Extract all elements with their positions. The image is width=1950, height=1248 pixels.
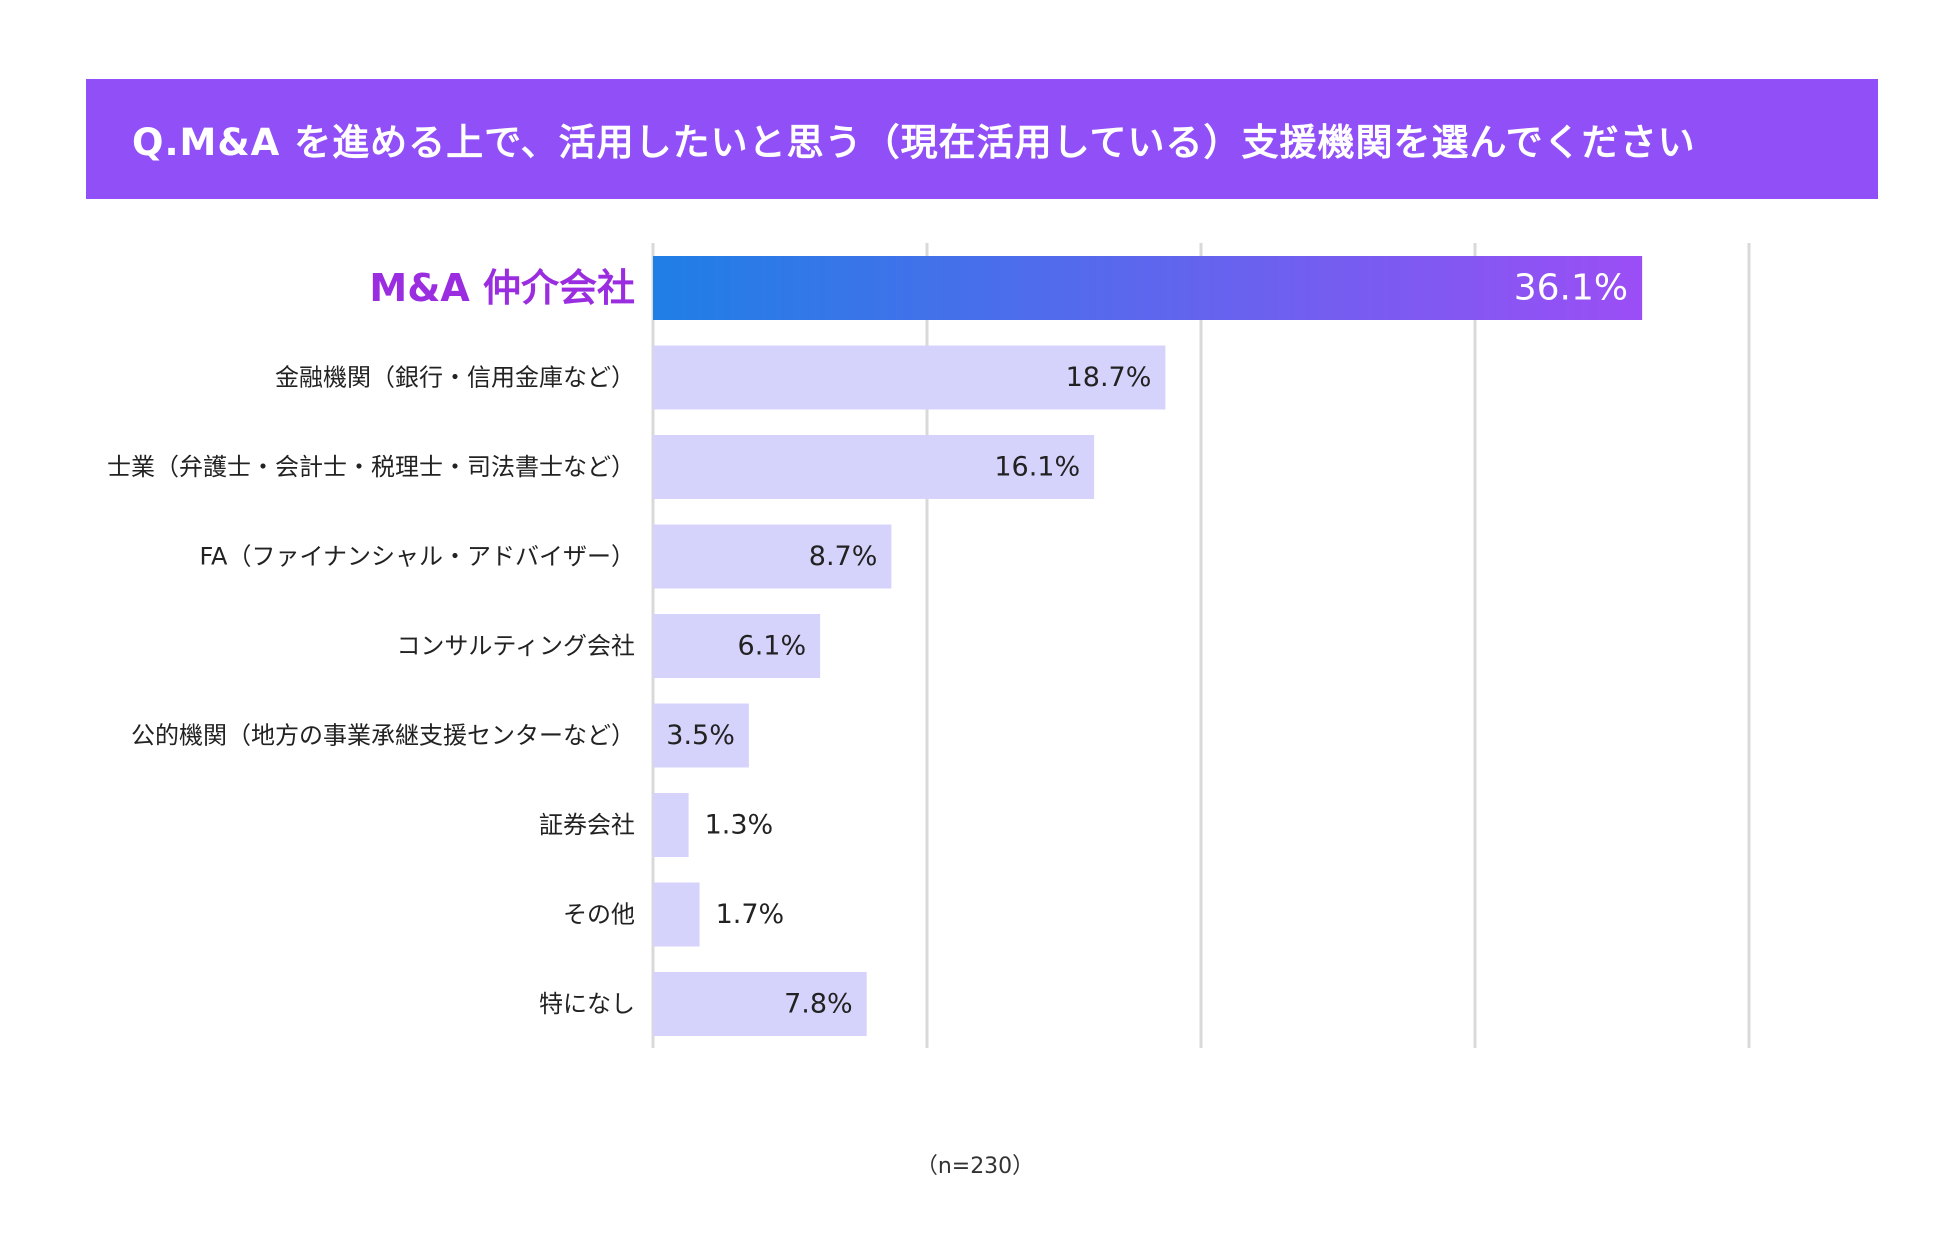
bar-5 bbox=[653, 703, 749, 768]
bar-0 bbox=[653, 256, 1643, 320]
title-banner: Q.M&A を進める上で、活用したいと思う（現在活用している）支援機関を選んでく… bbox=[86, 79, 1878, 199]
value-label-3: 8.7% bbox=[809, 541, 878, 572]
category-label-7: その他 bbox=[563, 901, 635, 929]
chart-title: Q.M&A を進める上で、活用したいと思う（現在活用している）支援機関を選んでく… bbox=[132, 121, 1696, 164]
value-label-1: 18.7% bbox=[1066, 362, 1152, 393]
bar-3 bbox=[653, 524, 892, 589]
bar-8 bbox=[653, 972, 867, 1036]
category-label-2: 士業（弁護士・会計士・税理士・司法書士など） bbox=[107, 453, 635, 481]
category-label-5: 公的機関（地方の事業承継支援センターなど） bbox=[131, 722, 635, 750]
sample-size-note: （n=230） bbox=[915, 1154, 1035, 1179]
value-label-5: 3.5% bbox=[666, 720, 735, 751]
value-label-0: 36.1% bbox=[1514, 268, 1628, 309]
category-label-8: 特になし bbox=[539, 990, 635, 1018]
bars bbox=[653, 256, 1643, 1036]
value-label-6: 1.3% bbox=[705, 810, 774, 841]
bar-1 bbox=[653, 345, 1166, 410]
category-label-1: 金融機関（銀行・信用金庫など） bbox=[275, 364, 635, 392]
category-label-4: コンサルティング会社 bbox=[396, 632, 635, 660]
value-label-4: 6.1% bbox=[738, 631, 807, 662]
bar-2 bbox=[653, 435, 1095, 499]
category-label-6: 証券会社 bbox=[539, 811, 635, 839]
value-labels: 36.1% 18.7% 16.1% 8.7% 6.1% 3.5% 1.3% 1.7% 7.8% bbox=[666, 268, 1628, 1020]
value-label-8: 7.8% bbox=[784, 989, 853, 1020]
bar-7 bbox=[653, 882, 700, 947]
value-label-2: 16.1% bbox=[994, 452, 1080, 483]
value-label-7: 1.7% bbox=[716, 899, 785, 930]
bar-4 bbox=[653, 614, 821, 678]
category-label-0: M&A 仲介会社 bbox=[369, 266, 635, 310]
bar-6 bbox=[653, 793, 689, 857]
category-label-3: FA（ファイナンシャル・アドバイザー） bbox=[199, 543, 635, 571]
